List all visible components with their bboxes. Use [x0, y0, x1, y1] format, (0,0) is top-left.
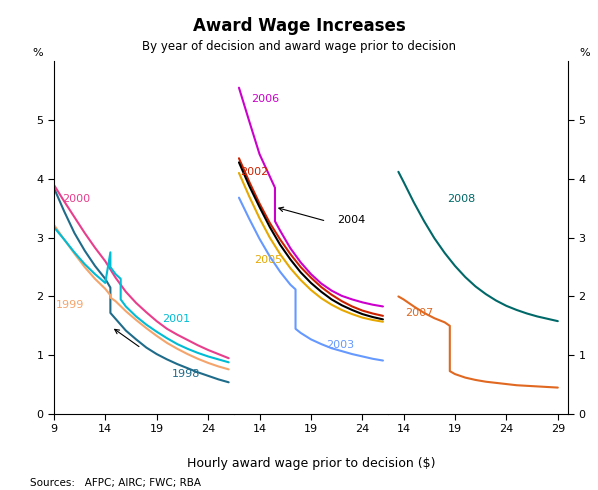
Text: 2001: 2001: [162, 314, 190, 324]
Text: Award Wage Increases: Award Wage Increases: [193, 17, 405, 35]
Text: 2007: 2007: [405, 308, 434, 318]
Text: 1998: 1998: [172, 369, 200, 379]
Text: 2002: 2002: [240, 167, 269, 177]
Text: Sources:   AFPC; AIRC; FWC; RBA: Sources: AFPC; AIRC; FWC; RBA: [30, 478, 201, 488]
Text: 2004: 2004: [337, 215, 365, 225]
Text: 2000: 2000: [62, 195, 90, 204]
Text: 2003: 2003: [327, 340, 355, 350]
Text: 2008: 2008: [447, 195, 475, 204]
Text: Hourly award wage prior to decision ($): Hourly award wage prior to decision ($): [187, 457, 435, 470]
Text: %: %: [32, 48, 43, 58]
Text: By year of decision and award wage prior to decision: By year of decision and award wage prior…: [142, 40, 456, 53]
Text: 2006: 2006: [251, 95, 279, 104]
Text: 1999: 1999: [56, 300, 84, 310]
Text: 2005: 2005: [254, 255, 282, 265]
Text: %: %: [579, 48, 590, 58]
